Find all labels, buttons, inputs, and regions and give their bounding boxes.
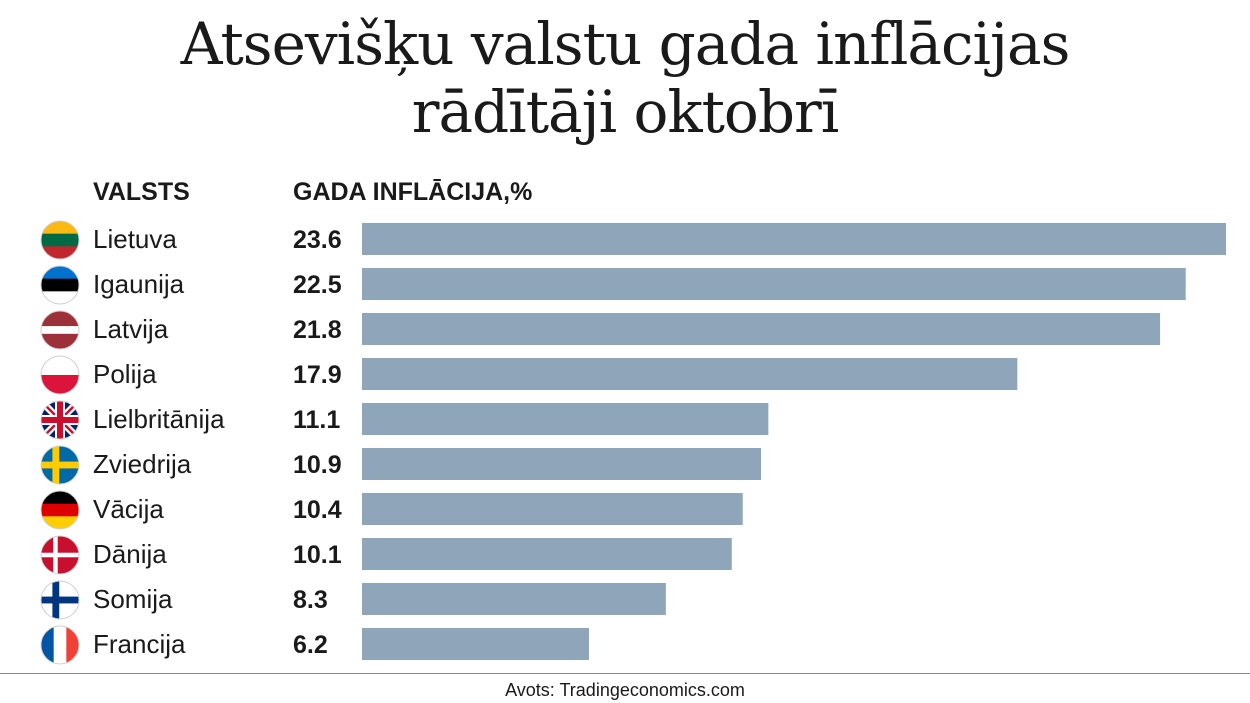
poland-flag-icon — [40, 355, 80, 395]
value-label: 21.8 — [293, 316, 342, 344]
uk-flag-icon — [40, 400, 80, 440]
source-note: Avots: Tradingeconomics.com — [505, 680, 745, 700]
bar — [362, 493, 743, 525]
estonia-flag-icon — [40, 265, 80, 305]
category-label: Lietuva — [93, 224, 177, 254]
category-label: Dānija — [93, 539, 167, 569]
bar — [362, 223, 1226, 255]
chart-row: Dānija 10.1 — [40, 535, 732, 575]
value-label: 11.1 — [293, 406, 340, 434]
denmark-flag-icon — [40, 535, 80, 575]
bar — [362, 403, 769, 435]
chart-row: Somija 8.3 — [40, 580, 666, 620]
title-line-1: Atsevišķu valstu gada inflācijas — [180, 10, 1071, 78]
sweden-flag-icon — [40, 445, 80, 485]
chart-title: Atsevišķu valstu gada inflācijas rādītāj… — [0, 10, 1250, 146]
chart-row: Zviedrija 10.9 — [40, 445, 762, 485]
lithuania-flag-icon — [40, 220, 80, 260]
value-label: 22.5 — [293, 271, 342, 299]
bar — [362, 583, 666, 615]
france-flag-icon — [40, 625, 80, 665]
bar — [362, 313, 1161, 345]
category-label: Francija — [93, 629, 186, 659]
column-header-inflation: GADA INFLĀCIJA,% — [293, 178, 533, 206]
value-label: 23.6 — [293, 226, 342, 254]
bar — [362, 628, 589, 660]
column-header-country: VALSTS — [93, 178, 190, 206]
category-label: Somija — [93, 584, 173, 614]
title-line-2: rādītāji oktobrī — [411, 78, 840, 146]
chart-row: Vācija 10.4 — [40, 490, 743, 530]
germany-flag-icon — [40, 490, 80, 530]
value-label: 6.2 — [293, 631, 328, 659]
chart-row: Igaunija 22.5 — [40, 265, 1186, 305]
value-label: 10.4 — [293, 496, 342, 524]
category-label: Zviedrija — [93, 449, 192, 479]
chart-row: Polija 17.9 — [40, 355, 1018, 395]
chart-row: Francija 6.2 — [40, 625, 589, 665]
category-label: Lielbritānija — [93, 404, 225, 434]
value-label: 10.9 — [293, 451, 342, 479]
category-label: Vācija — [93, 494, 164, 524]
value-label: 8.3 — [293, 586, 328, 614]
value-label: 10.1 — [293, 541, 342, 569]
category-label: Igaunija — [93, 269, 185, 299]
latvia-flag-icon — [40, 310, 80, 350]
category-label: Latvija — [93, 314, 169, 344]
bar — [362, 538, 732, 570]
bar — [362, 358, 1018, 390]
chart-row: Lielbritānija 11.1 — [40, 400, 769, 440]
value-label: 17.9 — [293, 361, 342, 389]
finland-flag-icon — [40, 580, 80, 620]
chart-row: Latvija 21.8 — [40, 310, 1161, 350]
chart-row: Lietuva 23.6 — [40, 220, 1226, 260]
category-label: Polija — [93, 359, 157, 389]
bar — [362, 268, 1186, 300]
bar — [362, 448, 762, 480]
footer-divider — [0, 673, 1250, 674]
